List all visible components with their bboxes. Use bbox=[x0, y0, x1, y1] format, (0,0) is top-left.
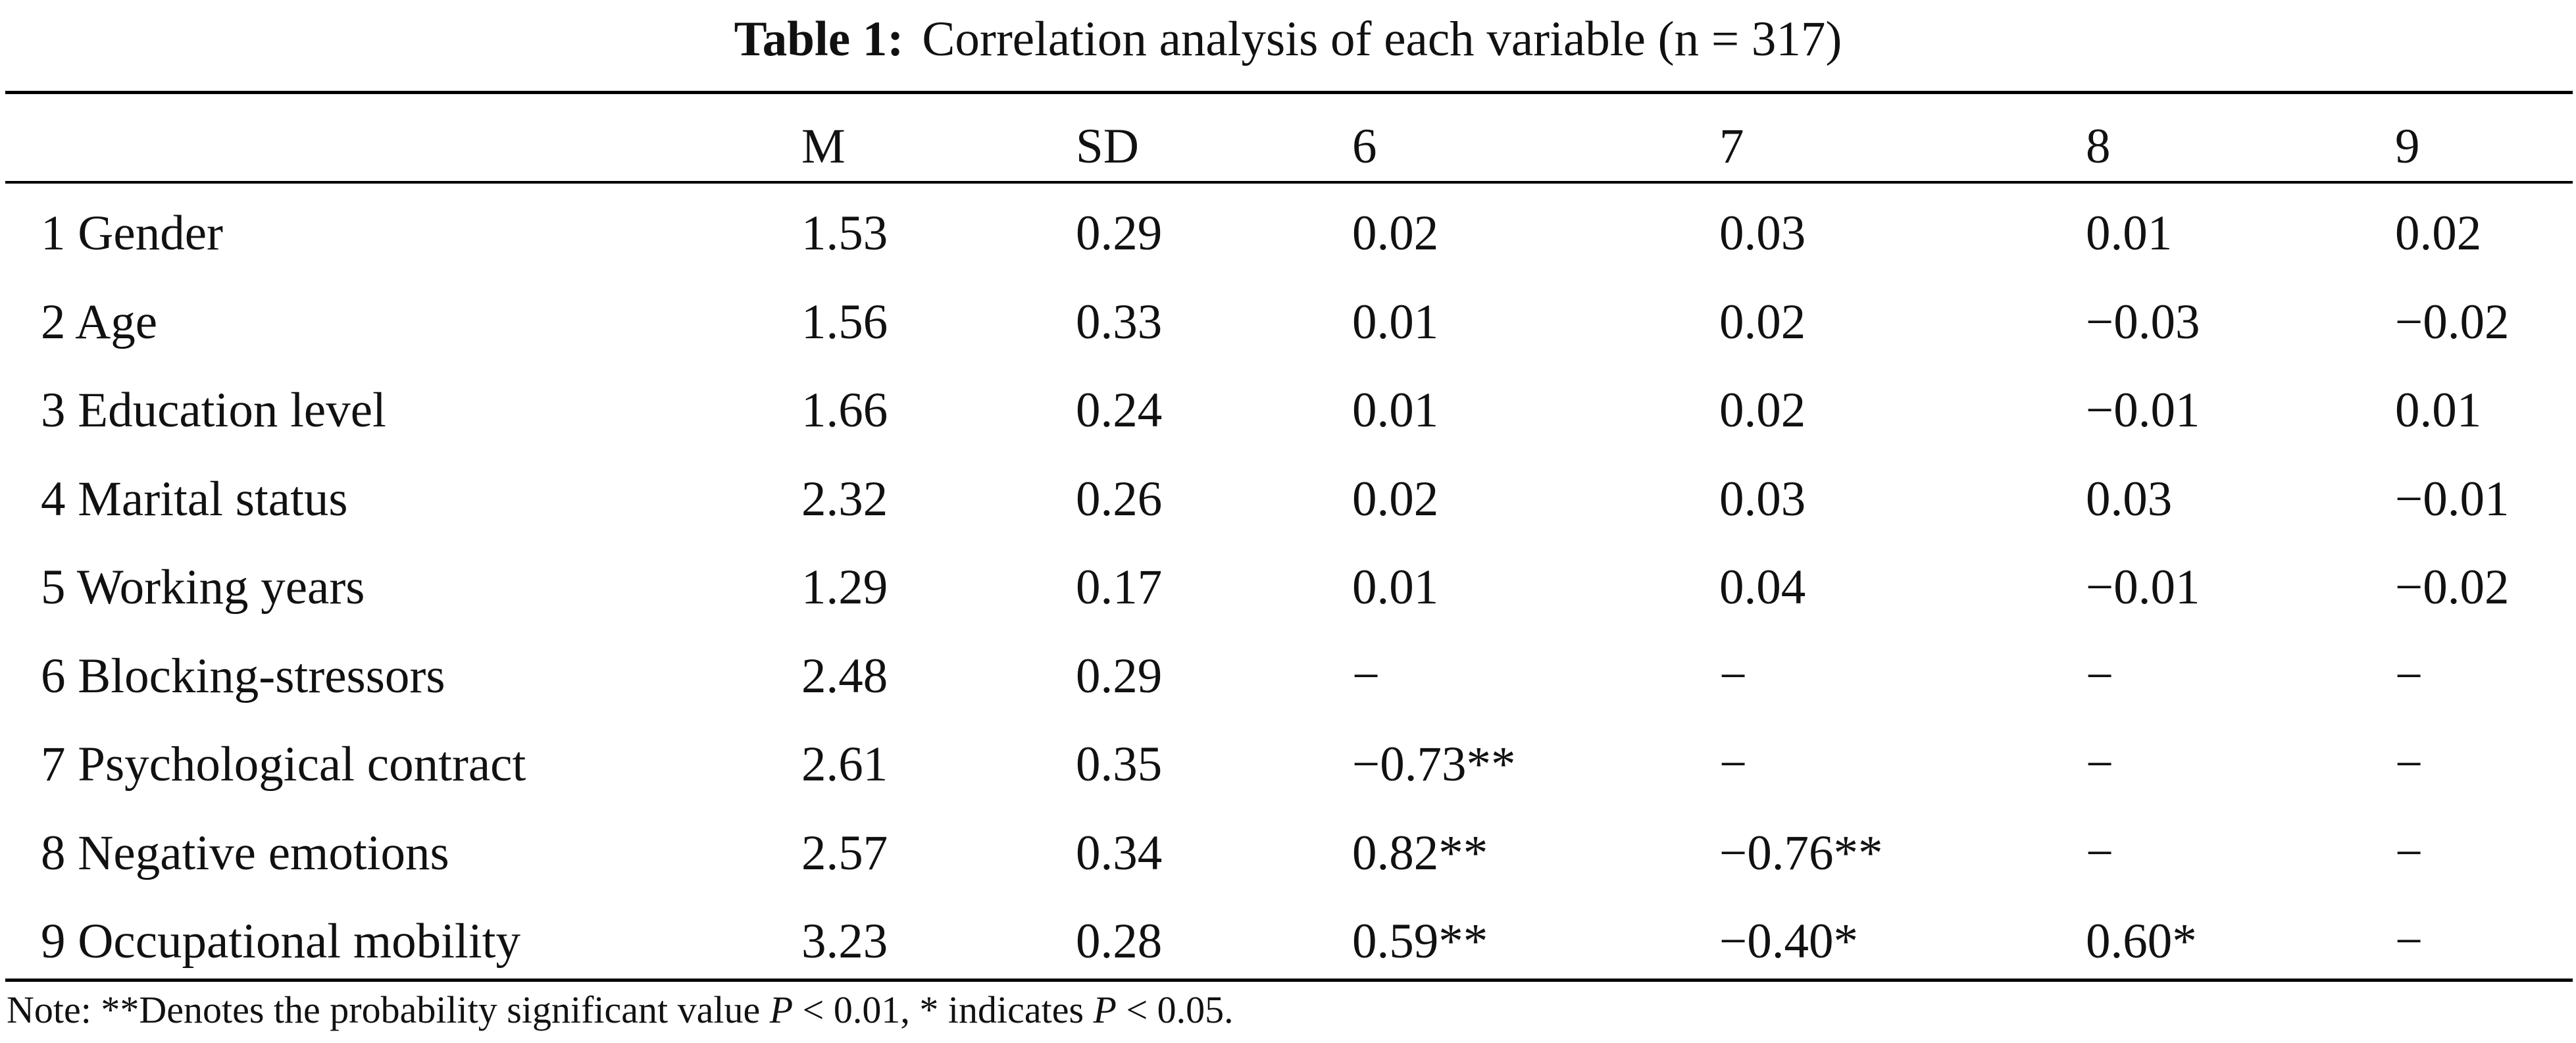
table-cell-corr-8: 0.03 bbox=[2086, 471, 2173, 526]
column-header-corr-8: 8 bbox=[2086, 119, 2111, 174]
column-header-corr-9: 9 bbox=[2395, 119, 2420, 174]
table-cell-corr-9: −0.01 bbox=[2395, 471, 2510, 526]
row-label: 1 Gender bbox=[41, 206, 223, 261]
table-cell-mean: 2.32 bbox=[801, 471, 888, 526]
table-cell-corr-8: −0.01 bbox=[2086, 560, 2200, 615]
table-cell-corr-6: 0.01 bbox=[1352, 560, 1439, 615]
table-cell-sd: 0.28 bbox=[1076, 914, 1163, 969]
table-cell-corr-8: −0.01 bbox=[2086, 383, 2200, 438]
note-p-threshold: < 0.05. bbox=[1116, 988, 1234, 1031]
table-cell-corr-9: −0.02 bbox=[2395, 560, 2510, 615]
table-cell-corr-8: − bbox=[2086, 737, 2114, 792]
table-cell-corr-7: 0.03 bbox=[1719, 206, 1806, 261]
table-cell-corr-9: 0.01 bbox=[2395, 383, 2482, 438]
table-cell-sd: 0.34 bbox=[1076, 825, 1163, 880]
table-cell-sd: 0.33 bbox=[1076, 294, 1163, 349]
column-header-sd: SD bbox=[1076, 119, 1139, 174]
table-cell-corr-6: 0.02 bbox=[1352, 206, 1439, 261]
table-cell-corr-6: 0.82** bbox=[1352, 825, 1488, 880]
table-cell-mean: 2.57 bbox=[801, 825, 888, 880]
table-title: Correlation analysis of each variable (n… bbox=[922, 12, 1842, 66]
row-label: 9 Occupational mobility bbox=[41, 914, 521, 969]
table-caption: Table 1: Correlation analysis of each var… bbox=[0, 7, 2576, 72]
table-cell-mean: 1.66 bbox=[801, 383, 888, 438]
table-cell-mean: 1.29 bbox=[801, 560, 888, 615]
top-rule bbox=[5, 91, 2573, 94]
row-label: 8 Negative emotions bbox=[41, 825, 449, 880]
table-cell-corr-7: 0.02 bbox=[1719, 294, 1806, 349]
note-prefix: Note: **Denotes the probability signific… bbox=[7, 988, 770, 1031]
table-cell-corr-9: − bbox=[2395, 648, 2423, 703]
table-cell-corr-9: 0.02 bbox=[2395, 206, 2482, 261]
table-cell-sd: 0.24 bbox=[1076, 383, 1163, 438]
table-cell-corr-9: − bbox=[2395, 737, 2423, 792]
table-cell-sd: 0.26 bbox=[1076, 471, 1163, 526]
table-cell-sd: 0.35 bbox=[1076, 737, 1163, 792]
table-cell-mean: 2.48 bbox=[801, 648, 888, 703]
bottom-rule bbox=[5, 979, 2573, 982]
table-cell-corr-8: − bbox=[2086, 648, 2114, 703]
table-cell-corr-9: −0.02 bbox=[2395, 294, 2510, 349]
row-label: 2 Age bbox=[41, 294, 158, 349]
column-header-corr-7: 7 bbox=[1719, 119, 1744, 174]
table-cell-corr-9: − bbox=[2395, 914, 2423, 969]
table-cell-corr-6: 0.59** bbox=[1352, 914, 1488, 969]
column-header-mean: M bbox=[801, 119, 846, 174]
table-cell-corr-6: 0.01 bbox=[1352, 383, 1439, 438]
table-cell-corr-6: −0.73** bbox=[1352, 737, 1516, 792]
table-cell-mean: 2.61 bbox=[801, 737, 888, 792]
table-cell-corr-7: − bbox=[1719, 648, 1748, 703]
table-cell-mean: 1.56 bbox=[801, 294, 888, 349]
note-p-symbol: P bbox=[769, 988, 794, 1031]
table-cell-corr-8: − bbox=[2086, 825, 2114, 880]
table-cell-corr-7: −0.76** bbox=[1719, 825, 1883, 880]
header-rule bbox=[5, 181, 2573, 184]
table-cell-mean: 1.53 bbox=[801, 206, 888, 261]
table-cell-corr-7: −0.40* bbox=[1719, 914, 1859, 969]
row-label: 4 Marital status bbox=[41, 471, 348, 526]
table-cell-corr-6: 0.01 bbox=[1352, 294, 1439, 349]
table-cell-corr-7: 0.03 bbox=[1719, 471, 1806, 526]
note-p-symbol: P bbox=[1093, 988, 1117, 1031]
row-label: 7 Psychological contract bbox=[41, 737, 526, 792]
table-cell-mean: 3.23 bbox=[801, 914, 888, 969]
table-cell-corr-6: 0.02 bbox=[1352, 471, 1439, 526]
column-header-corr-6: 6 bbox=[1352, 119, 1377, 174]
table-cell-corr-8: 0.60* bbox=[2086, 914, 2197, 969]
table-cell-corr-8: 0.01 bbox=[2086, 206, 2173, 261]
table-cell-corr-7: − bbox=[1719, 737, 1748, 792]
table-cell-corr-6: − bbox=[1352, 648, 1380, 703]
note-p-threshold: < 0.01, * indicates bbox=[793, 988, 1094, 1031]
row-label: 5 Working years bbox=[41, 560, 365, 615]
table-label: Table 1: bbox=[734, 12, 904, 66]
table-cell-corr-7: 0.04 bbox=[1719, 560, 1806, 615]
row-label: 3 Education level bbox=[41, 383, 386, 438]
table-note: Note: **Denotes the probability signific… bbox=[7, 984, 1234, 1036]
table-cell-corr-9: − bbox=[2395, 825, 2423, 880]
table-cell-corr-8: −0.03 bbox=[2086, 294, 2200, 349]
table-cell-sd: 0.29 bbox=[1076, 648, 1163, 703]
table-cell-sd: 0.29 bbox=[1076, 206, 1163, 261]
table-cell-sd: 0.17 bbox=[1076, 560, 1163, 615]
row-label: 6 Blocking-stressors bbox=[41, 648, 445, 703]
table-cell-corr-7: 0.02 bbox=[1719, 383, 1806, 438]
